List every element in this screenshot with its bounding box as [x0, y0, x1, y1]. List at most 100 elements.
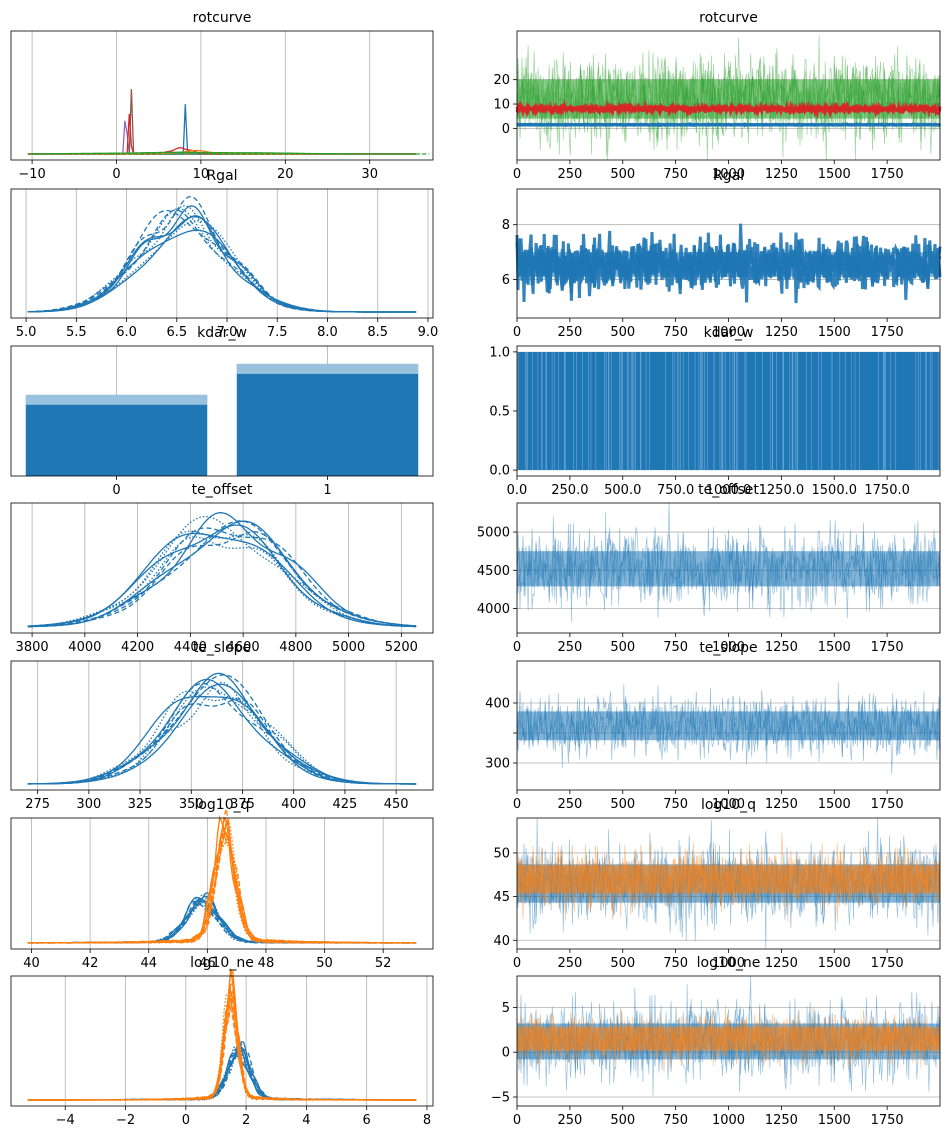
x-tick-label: 1250.0	[759, 483, 805, 498]
x-tick-label: 5200	[385, 640, 418, 655]
axes-frame	[10, 975, 434, 1107]
density-line-blue	[27, 196, 417, 313]
bar-0	[25, 394, 208, 476]
density-line-brown	[27, 89, 417, 155]
subplot-title: te_slope	[699, 640, 757, 656]
subplot-title: kdar_w	[704, 325, 754, 341]
x-tick-label: −10	[18, 167, 45, 182]
trace-line-blue	[516, 992, 941, 1086]
y-tick-label: 0.5	[489, 405, 510, 420]
x-tick-label: 1750.0	[864, 483, 910, 498]
trace-band-orange	[517, 865, 940, 894]
y-tick-label: 8	[502, 218, 510, 233]
density-line-blue	[27, 678, 417, 785]
x-tick-label: 50	[316, 956, 333, 971]
x-tick-label: 8.0	[317, 325, 338, 340]
x-tick-label: 10	[193, 167, 210, 182]
x-tick-label: 500	[610, 640, 635, 655]
subplot-1-right: 0 250 500 750 1000 1250 1500 1750 0 10 20 rotcurve	[493, 10, 942, 182]
x-tick-label: 8.5	[367, 325, 388, 340]
x-tick-label: 1500.0	[812, 483, 858, 498]
trace-band-blue	[517, 711, 940, 741]
x-tick-label: 0	[513, 956, 521, 971]
x-tick-label: 500	[610, 325, 635, 340]
x-tick-label: 750	[663, 640, 688, 655]
subplot-8-left: 275 300 325 350 375 400 425 450 te_slope	[10, 640, 434, 812]
bar-top-fade	[236, 363, 419, 374]
x-tick-label: 0	[112, 483, 120, 498]
x-tick-label: 500.0	[604, 483, 641, 498]
x-tick-label: 1750	[871, 325, 904, 340]
density-line-blue	[27, 531, 417, 628]
x-tick-label: 0	[513, 640, 521, 655]
x-tick-label: 375	[230, 797, 255, 812]
x-tick-label: 4600	[227, 640, 260, 655]
x-tick-label: 1500	[818, 640, 851, 655]
x-tick-label: 30	[361, 167, 378, 182]
y-tick-label: 6	[502, 273, 510, 288]
x-tick-label: 7.5	[267, 325, 288, 340]
density-line-blue	[27, 520, 417, 628]
x-tick-label: 1000	[712, 1113, 745, 1128]
density-line-blue	[27, 524, 417, 628]
trace-band-blue	[517, 124, 940, 127]
x-tick-label: 1750	[871, 956, 904, 971]
x-tick-label: 250	[557, 956, 582, 971]
x-tick-label: −4	[56, 1113, 75, 1128]
density-line-blue	[27, 104, 417, 155]
x-tick-label: 750	[663, 797, 688, 812]
y-tick-label: 0	[502, 122, 510, 137]
x-tick-label: 450	[384, 797, 409, 812]
x-tick-label: 1000	[712, 167, 745, 182]
density-line-blue	[27, 207, 417, 313]
x-tick-label: 1750	[871, 167, 904, 182]
x-tick-label: 20	[277, 167, 294, 182]
density-line-blue	[27, 891, 417, 944]
x-tick-label: 9.0	[418, 325, 439, 340]
x-tick-label: 250.0	[551, 483, 588, 498]
x-tick-label: 750	[663, 956, 688, 971]
bar-1	[236, 363, 419, 476]
subplot-7-right: 0 250 500 750 1000 1250 1500 1750 4000 4500 5000 te…	[477, 482, 941, 655]
subplot-title: te_offset	[698, 482, 759, 498]
trace-band-orange	[517, 1027, 940, 1051]
x-tick-label: 8	[423, 1113, 431, 1128]
x-tick-label: 1250	[765, 640, 798, 655]
x-tick-label: 1500	[818, 167, 851, 182]
x-tick-label: 42	[82, 956, 99, 971]
subplot-11-right: 0 250 500 750 1000 1250 1500 1750 40 45 50 log10_q	[493, 797, 941, 971]
x-tick-label: 5.5	[66, 325, 87, 340]
x-tick-label: 6.5	[166, 325, 187, 340]
x-tick-label: 44	[140, 956, 157, 971]
y-tick-label: 4500	[477, 564, 510, 579]
x-tick-label: 500	[610, 167, 635, 182]
subplot-0-left: −10 0 10 20 30 rotcurve	[10, 10, 434, 182]
x-tick-label: 1500	[818, 325, 851, 340]
x-tick-label: 750	[663, 167, 688, 182]
x-tick-label: 4800	[279, 640, 312, 655]
y-tick-label: 0	[502, 1046, 510, 1061]
density-line-blue	[27, 530, 417, 628]
subplot-title: log10_ne	[190, 955, 254, 971]
x-tick-label: 1000.0	[706, 483, 752, 498]
x-tick-label: 1000	[712, 325, 745, 340]
x-tick-label: 46	[199, 956, 216, 971]
x-tick-label: 425	[332, 797, 357, 812]
density-line-blue	[27, 532, 417, 628]
density-line-orange	[27, 842, 417, 944]
x-tick-label: 0.0	[507, 483, 528, 498]
x-tick-label: 500	[610, 956, 635, 971]
density-line-blue	[27, 209, 417, 313]
density-line-blue	[27, 893, 417, 944]
y-tick-label: 1.0	[489, 345, 510, 360]
density-line-blue	[27, 209, 417, 313]
density-line-blue	[27, 683, 417, 785]
x-tick-label: 1750	[871, 1113, 904, 1128]
y-tick-label: 20	[493, 73, 510, 88]
density-line-blue	[27, 686, 417, 785]
x-tick-label: 275	[25, 797, 50, 812]
subplot-title: te_offset	[192, 482, 253, 498]
density-line-orange	[27, 995, 417, 1101]
density-line-blue	[27, 520, 417, 628]
x-tick-label: 1	[323, 483, 331, 498]
